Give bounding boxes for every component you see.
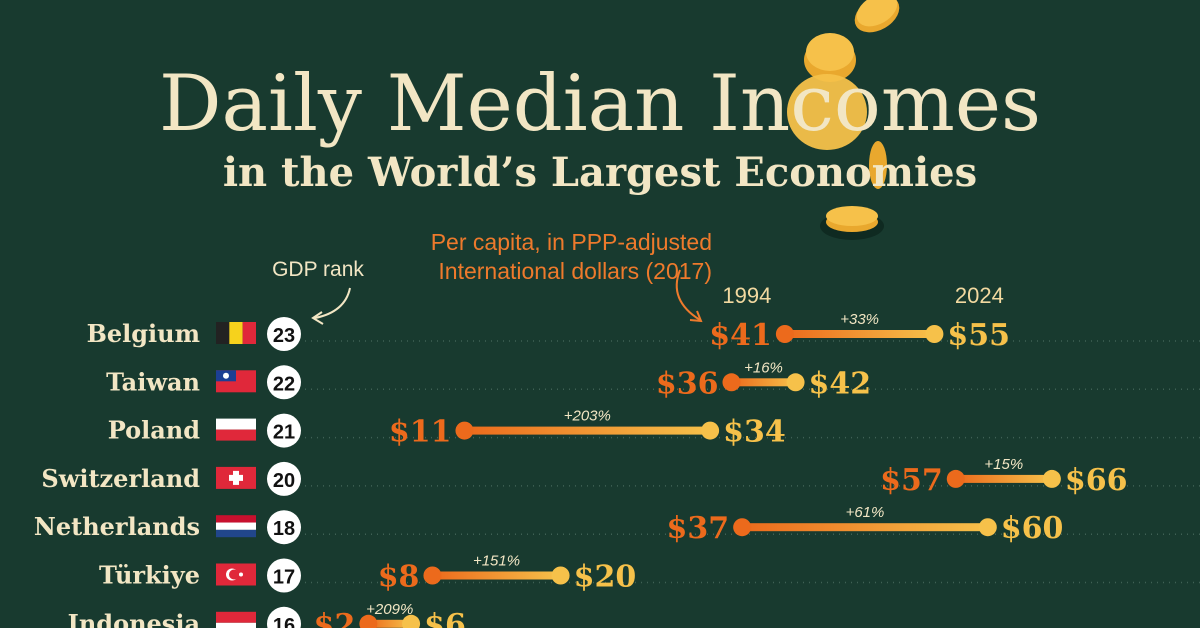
value-label: $55: [947, 318, 1010, 353]
arrow: [314, 287, 351, 319]
dot-end: [551, 566, 570, 585]
value-label: $66: [1065, 463, 1128, 498]
rank-label: GDP rank: [272, 258, 364, 281]
flag-stripe: [216, 429, 256, 441]
rank-label: 21: [273, 422, 295, 444]
change-bar: [731, 378, 796, 387]
value-label: $34: [723, 415, 786, 450]
flag: [216, 466, 256, 489]
rank-badge: [267, 510, 301, 545]
flag-stripe: [216, 418, 256, 430]
flag-stripe: [216, 322, 230, 344]
change-bar: [432, 571, 561, 580]
rank-badge: [267, 606, 301, 628]
chart-title: Daily Median Incomes: [159, 59, 1041, 149]
flag: [216, 611, 256, 628]
change-bar: [955, 474, 1052, 483]
dot-end: [701, 421, 720, 440]
change-bar: [368, 619, 412, 628]
rank-label: 18: [273, 518, 295, 540]
change-label: +33%: [840, 311, 879, 328]
value-label: $41: [709, 318, 772, 353]
category-label: Taiwan: [106, 367, 200, 396]
flag-moon-cut: [229, 569, 239, 580]
change-bar: [464, 426, 711, 435]
category-label: Switzerland: [41, 464, 200, 493]
flag-stripe: [216, 611, 256, 623]
value-label: $8: [378, 560, 420, 595]
flag-cross: [229, 474, 243, 481]
value-label: $6: [424, 608, 466, 628]
dot-end: [1042, 469, 1061, 488]
rank-badge: [267, 461, 301, 496]
rank-badge: [267, 317, 301, 351]
rank-badge: [267, 558, 301, 593]
note: Per capita, in PPP-adjusted Internationa…: [430, 229, 712, 284]
arrow-head: [689, 310, 703, 323]
rank-badge: [267, 365, 301, 400]
dot-end: [402, 614, 421, 628]
flag-star: [239, 572, 243, 577]
change-label: +151%: [473, 553, 520, 570]
dot-end: [978, 518, 997, 537]
change-bar: [784, 330, 935, 338]
dot-start: [775, 325, 794, 343]
dot-start: [946, 469, 965, 488]
dot-start: [733, 518, 752, 537]
flag-stripe: [229, 322, 243, 344]
rank-badge: [267, 413, 301, 448]
flag: [216, 563, 256, 586]
change-label: +16%: [744, 359, 783, 376]
rank-label: 20: [273, 470, 295, 492]
dot-start: [722, 373, 741, 392]
flag: [216, 370, 256, 393]
flag: [216, 515, 256, 538]
category-label: Belgium: [87, 319, 200, 348]
flag-sun: [223, 372, 229, 379]
legend-label: 1994: [722, 283, 771, 308]
dot-start: [359, 614, 378, 628]
change-label: +15%: [984, 456, 1023, 473]
chart-subtitle: in the World’s Largest Economies: [223, 149, 977, 196]
category-label: Netherlands: [34, 512, 200, 541]
value-label: $11: [389, 415, 452, 450]
flag: [216, 322, 256, 344]
flag-stripe: [242, 322, 256, 344]
dot-start: [423, 566, 442, 585]
value-label: $57: [880, 463, 943, 498]
category-label: Poland: [108, 416, 201, 445]
change-label: +203%: [564, 408, 611, 425]
value-label: $20: [574, 560, 637, 595]
legend-label: 2024: [955, 283, 1004, 308]
flag-stripe: [216, 522, 256, 530]
change-bar: [742, 523, 988, 532]
value-label: $2: [314, 608, 356, 628]
change-label: +209%: [366, 601, 413, 618]
value-label: $60: [1001, 511, 1064, 546]
dot-start: [455, 421, 474, 440]
flag-stripe: [216, 529, 256, 538]
flag-stripe: [216, 515, 256, 523]
rank-label: 22: [273, 373, 295, 395]
arrow-head: [311, 311, 324, 325]
rank-label: 16: [273, 615, 295, 628]
flag: [216, 418, 256, 441]
value-label: $37: [667, 511, 730, 546]
change-label: +61%: [846, 504, 885, 521]
value-label: $36: [656, 366, 719, 401]
flag-stripe: [216, 622, 256, 628]
arrow: [675, 269, 701, 321]
dot-end: [925, 325, 944, 343]
rank-label: 17: [273, 567, 295, 589]
category-label: Türkiye: [99, 561, 200, 590]
rank-label: 23: [273, 325, 295, 347]
coins-decoration: [787, 0, 900, 240]
value-label: $42: [809, 366, 872, 401]
category-label: Indonesia: [68, 609, 200, 628]
dot-end: [786, 373, 805, 392]
